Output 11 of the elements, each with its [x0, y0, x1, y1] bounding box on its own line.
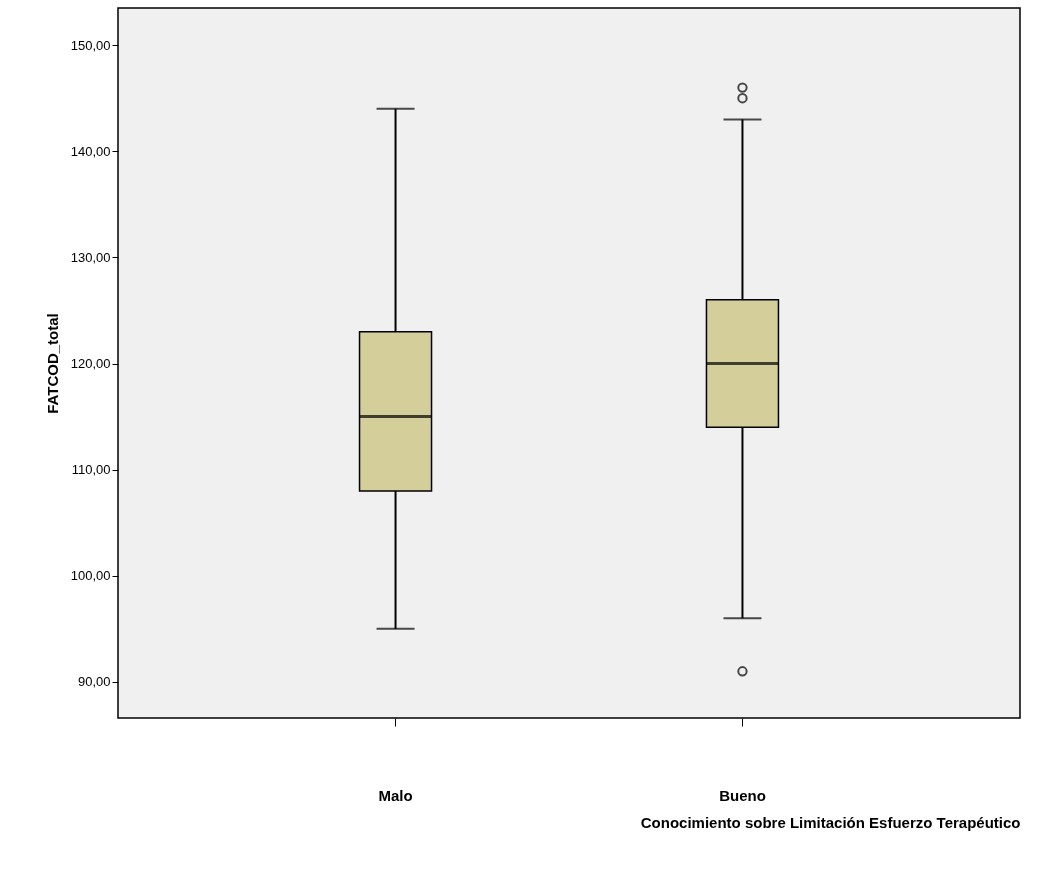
x-axis-title: Conocimiento sobre Limitación Esfuerzo Terapéutico	[640, 813, 1021, 831]
y-tick-label: 140,00	[70, 143, 111, 159]
y-tick-label: 90,00	[77, 674, 111, 690]
y-tick-label: 150,00	[70, 37, 111, 53]
x-tick-label: Bueno	[719, 786, 766, 804]
x-tick-label: Malo	[378, 786, 413, 804]
y-tick-label: 120,00	[70, 356, 111, 372]
y-axis-title: FATCOD_total	[43, 313, 61, 414]
y-tick-label: 130,00	[70, 249, 111, 265]
y-tick-label: 100,00	[70, 568, 111, 584]
y-tick-label: 110,00	[71, 462, 111, 478]
